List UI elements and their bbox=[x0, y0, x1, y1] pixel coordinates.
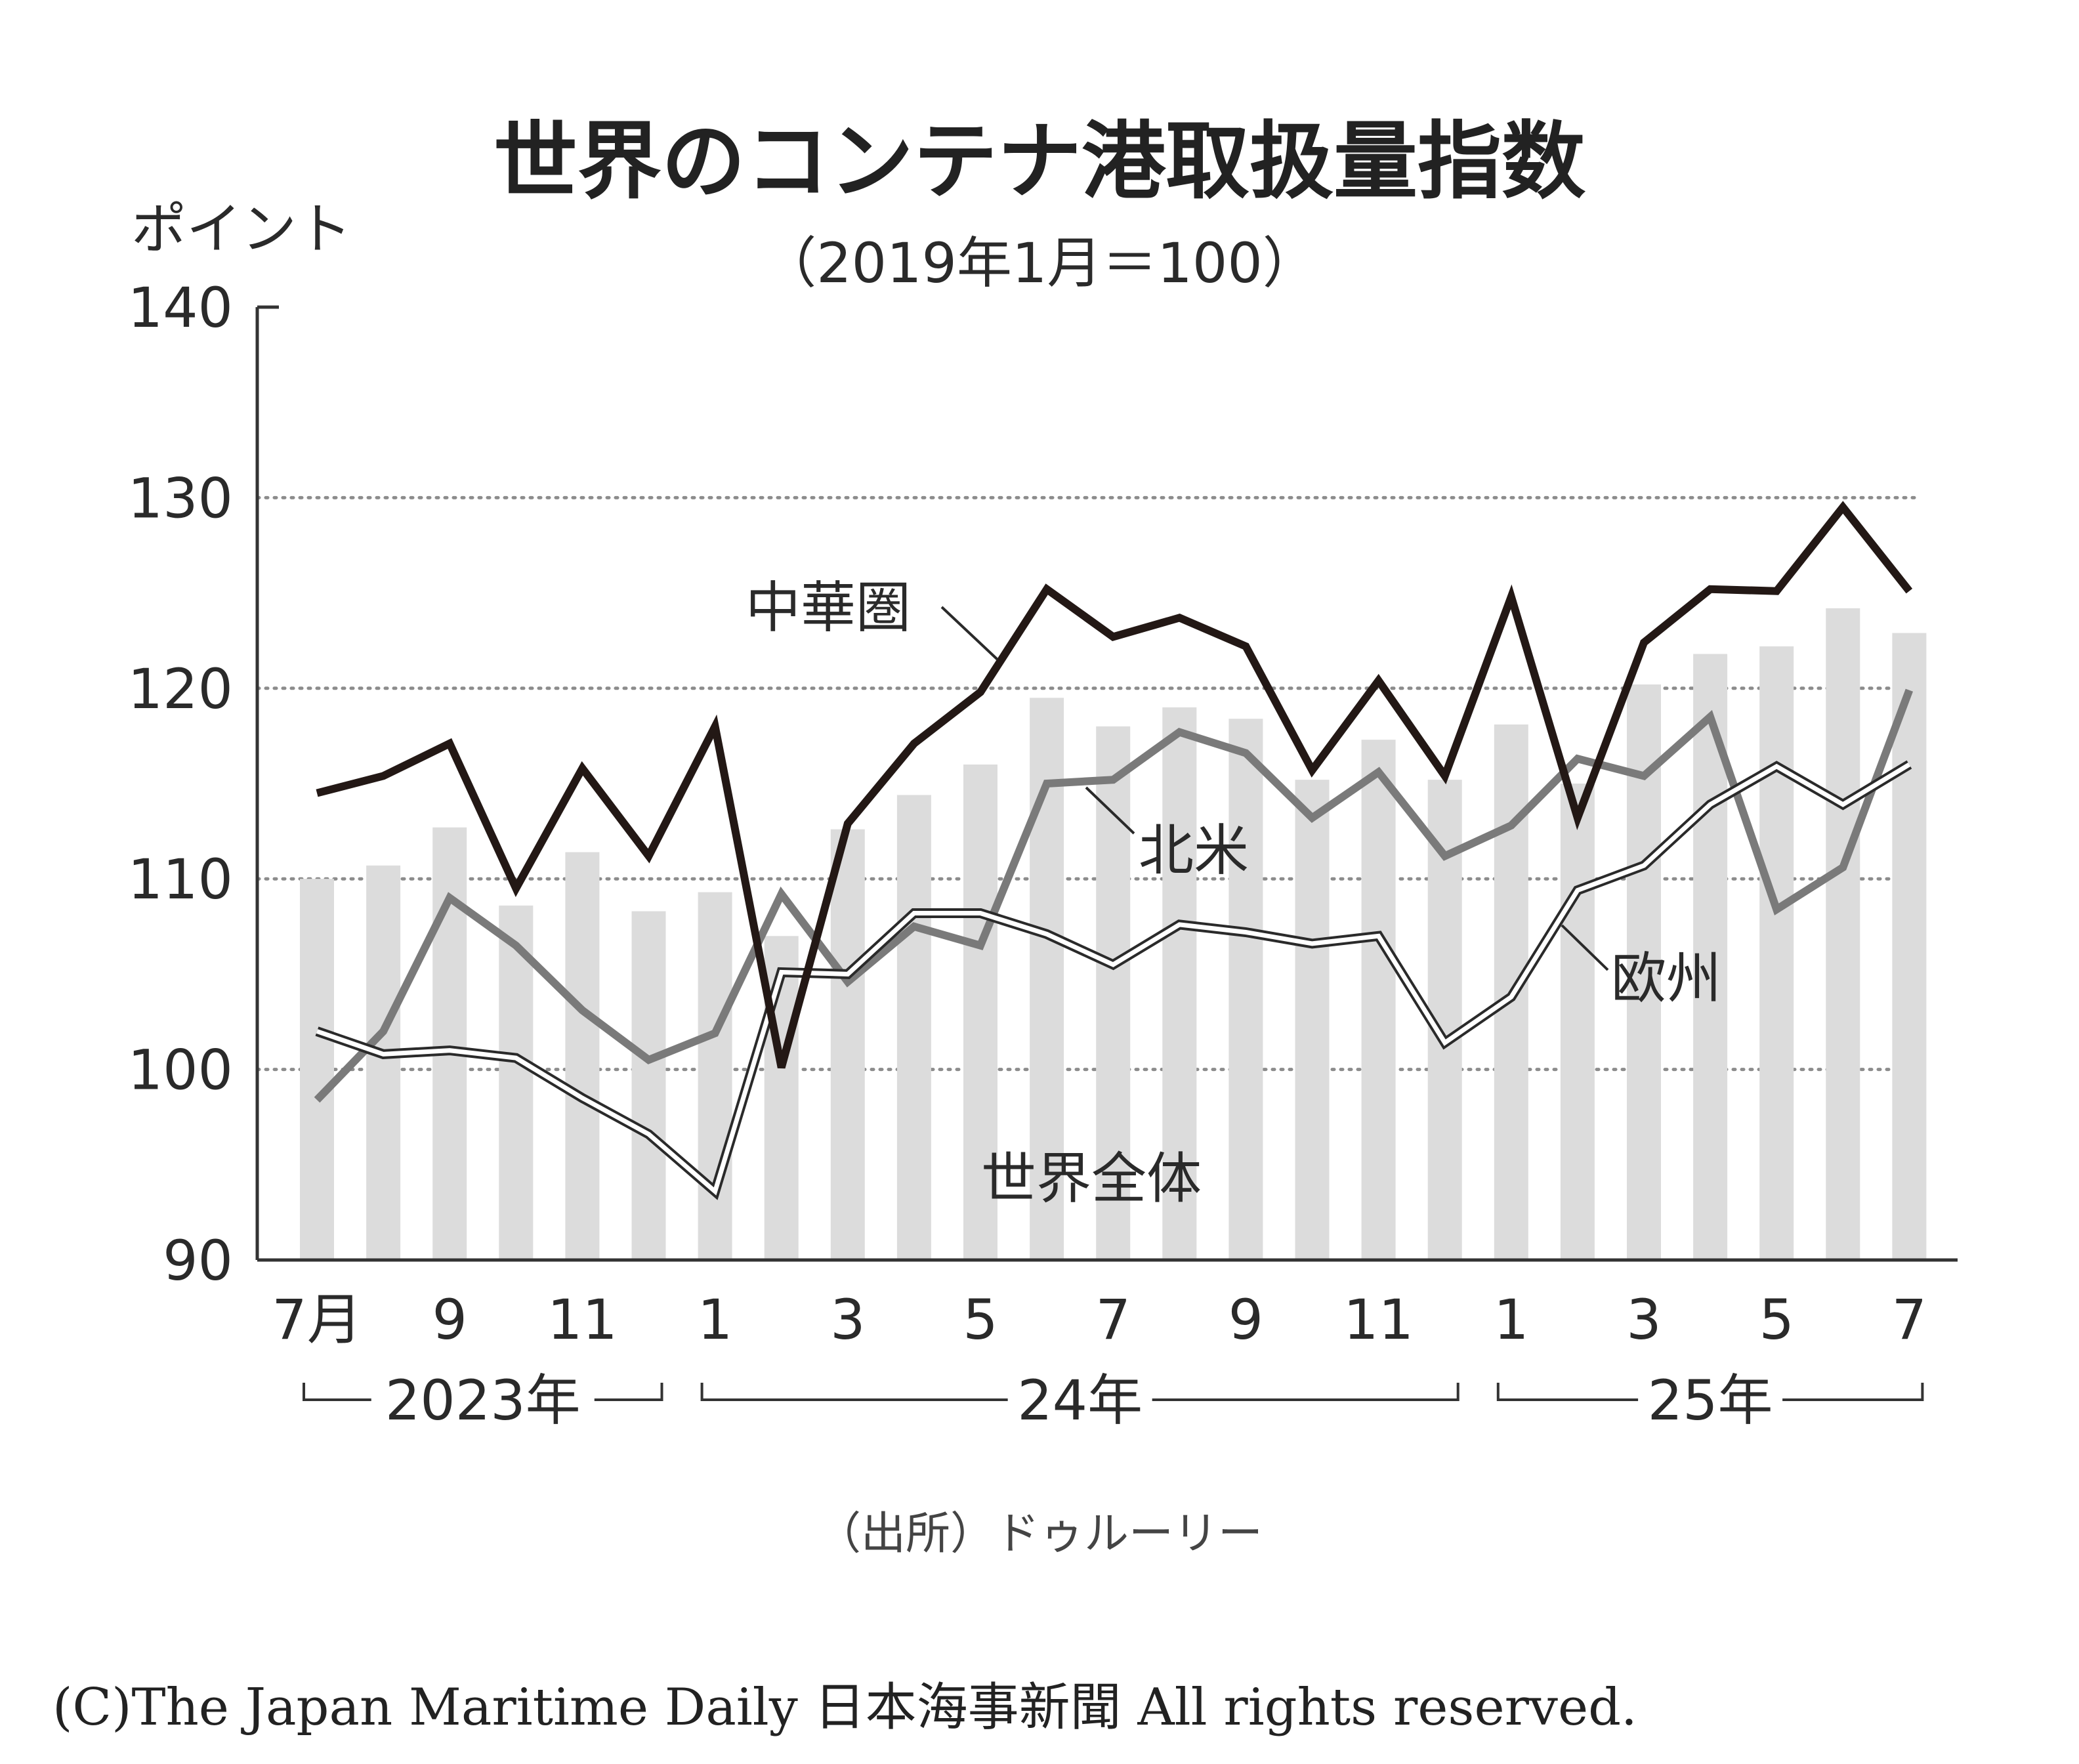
x-tick-2024-09: 9 bbox=[1228, 1288, 1263, 1352]
x-tick-2024-01: 1 bbox=[698, 1288, 732, 1352]
x-tick-2025-01: 1 bbox=[1494, 1288, 1528, 1352]
copyright-notice: (C)The Japan Maritime Daily 日本海事新聞 All r… bbox=[52, 1678, 1637, 1737]
bar-2023-10 bbox=[499, 905, 534, 1260]
chart-title: 世界のコンテナ港取扱量指数 bbox=[494, 113, 1586, 211]
year-bracket-right-2 bbox=[1782, 1383, 1924, 1401]
bar-2024-01 bbox=[698, 892, 732, 1260]
bar-2025-02 bbox=[1560, 784, 1595, 1260]
bar-2024-11 bbox=[1361, 740, 1396, 1260]
series-label-china: 中華圏 bbox=[746, 576, 911, 640]
y-tick-120: 120 bbox=[128, 657, 233, 721]
y-tick-110: 110 bbox=[128, 847, 233, 912]
x-tick-2023-07: 7月 bbox=[272, 1288, 362, 1352]
chart-subtitle: （2019年1月＝100） bbox=[761, 231, 1318, 295]
y-tick-130: 130 bbox=[128, 466, 233, 530]
year-bracket-right-1 bbox=[1152, 1383, 1460, 1401]
series-label-world: 世界全体 bbox=[981, 1146, 1202, 1211]
x-tick-2024-11: 11 bbox=[1343, 1288, 1414, 1352]
bar-2025-07 bbox=[1892, 633, 1927, 1260]
bar-2025-03 bbox=[1627, 684, 1661, 1260]
bar-2025-05 bbox=[1759, 646, 1794, 1260]
y-tick-140: 140 bbox=[128, 276, 233, 340]
year-brackets: 2023年 24年 25年 bbox=[303, 1368, 1924, 1433]
series-label-europe: 欧州 bbox=[1611, 946, 1721, 1011]
line-china bbox=[316, 501, 1913, 1069]
series-lines bbox=[314, 501, 1914, 1200]
x-tick-2025-05: 5 bbox=[1759, 1288, 1794, 1352]
year-label-2: 25年 bbox=[1648, 1368, 1773, 1433]
bar-2024-10 bbox=[1295, 780, 1330, 1260]
y-tick-labels: 90 100 110 120 130 140 bbox=[128, 276, 233, 1293]
line-north-america bbox=[314, 688, 1914, 1103]
x-tick-2025-07: 7 bbox=[1892, 1288, 1927, 1352]
bar-2024-09 bbox=[1228, 719, 1263, 1260]
bar-2024-05 bbox=[963, 764, 998, 1260]
line-europe bbox=[316, 763, 1911, 1196]
y-tick-90: 90 bbox=[163, 1228, 233, 1293]
x-tick-2025-03: 3 bbox=[1626, 1288, 1661, 1352]
x-tick-2023-09: 9 bbox=[432, 1288, 467, 1352]
leader-north-america bbox=[1085, 786, 1135, 835]
year-bracket-right-0 bbox=[594, 1383, 663, 1401]
leader-china bbox=[940, 606, 999, 661]
bar-2024-08 bbox=[1162, 707, 1197, 1260]
x-tick-labels: 7月 9 11 1 3 5 7 9 11 1 3 5 7 bbox=[272, 1288, 1927, 1352]
source-note: （出所）ドゥルーリー bbox=[816, 1508, 1263, 1560]
x-tick-2024-03: 3 bbox=[830, 1288, 865, 1352]
leader-europe bbox=[1561, 924, 1609, 971]
x-tick-2023-11: 11 bbox=[547, 1288, 618, 1352]
bar-2024-03 bbox=[830, 829, 865, 1260]
year-bracket-left-0 bbox=[303, 1383, 371, 1401]
bar-2023-09 bbox=[432, 827, 467, 1260]
bar-2024-07 bbox=[1096, 726, 1131, 1260]
bar-2025-06 bbox=[1826, 608, 1860, 1260]
bar-2024-04 bbox=[896, 795, 931, 1260]
label-europe: 欧州 bbox=[1561, 924, 1721, 1011]
x-tick-2024-07: 7 bbox=[1095, 1288, 1130, 1352]
label-china: 中華圏 bbox=[746, 576, 999, 661]
year-bracket-left-2 bbox=[1496, 1383, 1639, 1401]
bar-2023-12 bbox=[631, 911, 666, 1260]
series-label-north-america: 北米 bbox=[1139, 818, 1249, 883]
year-bracket-left-1 bbox=[700, 1383, 1008, 1401]
y-tick-100: 100 bbox=[128, 1038, 233, 1102]
x-tick-2024-05: 5 bbox=[963, 1288, 998, 1352]
year-label-1: 24年 bbox=[1017, 1368, 1143, 1433]
y-axis-title: ポイント bbox=[131, 197, 352, 261]
bar-2023-11 bbox=[565, 852, 600, 1260]
bar-2023-08 bbox=[366, 865, 401, 1260]
label-north-america: 北米 bbox=[1085, 786, 1249, 883]
year-label-0: 2023年 bbox=[385, 1368, 581, 1433]
bar-2023-07 bbox=[300, 879, 334, 1260]
